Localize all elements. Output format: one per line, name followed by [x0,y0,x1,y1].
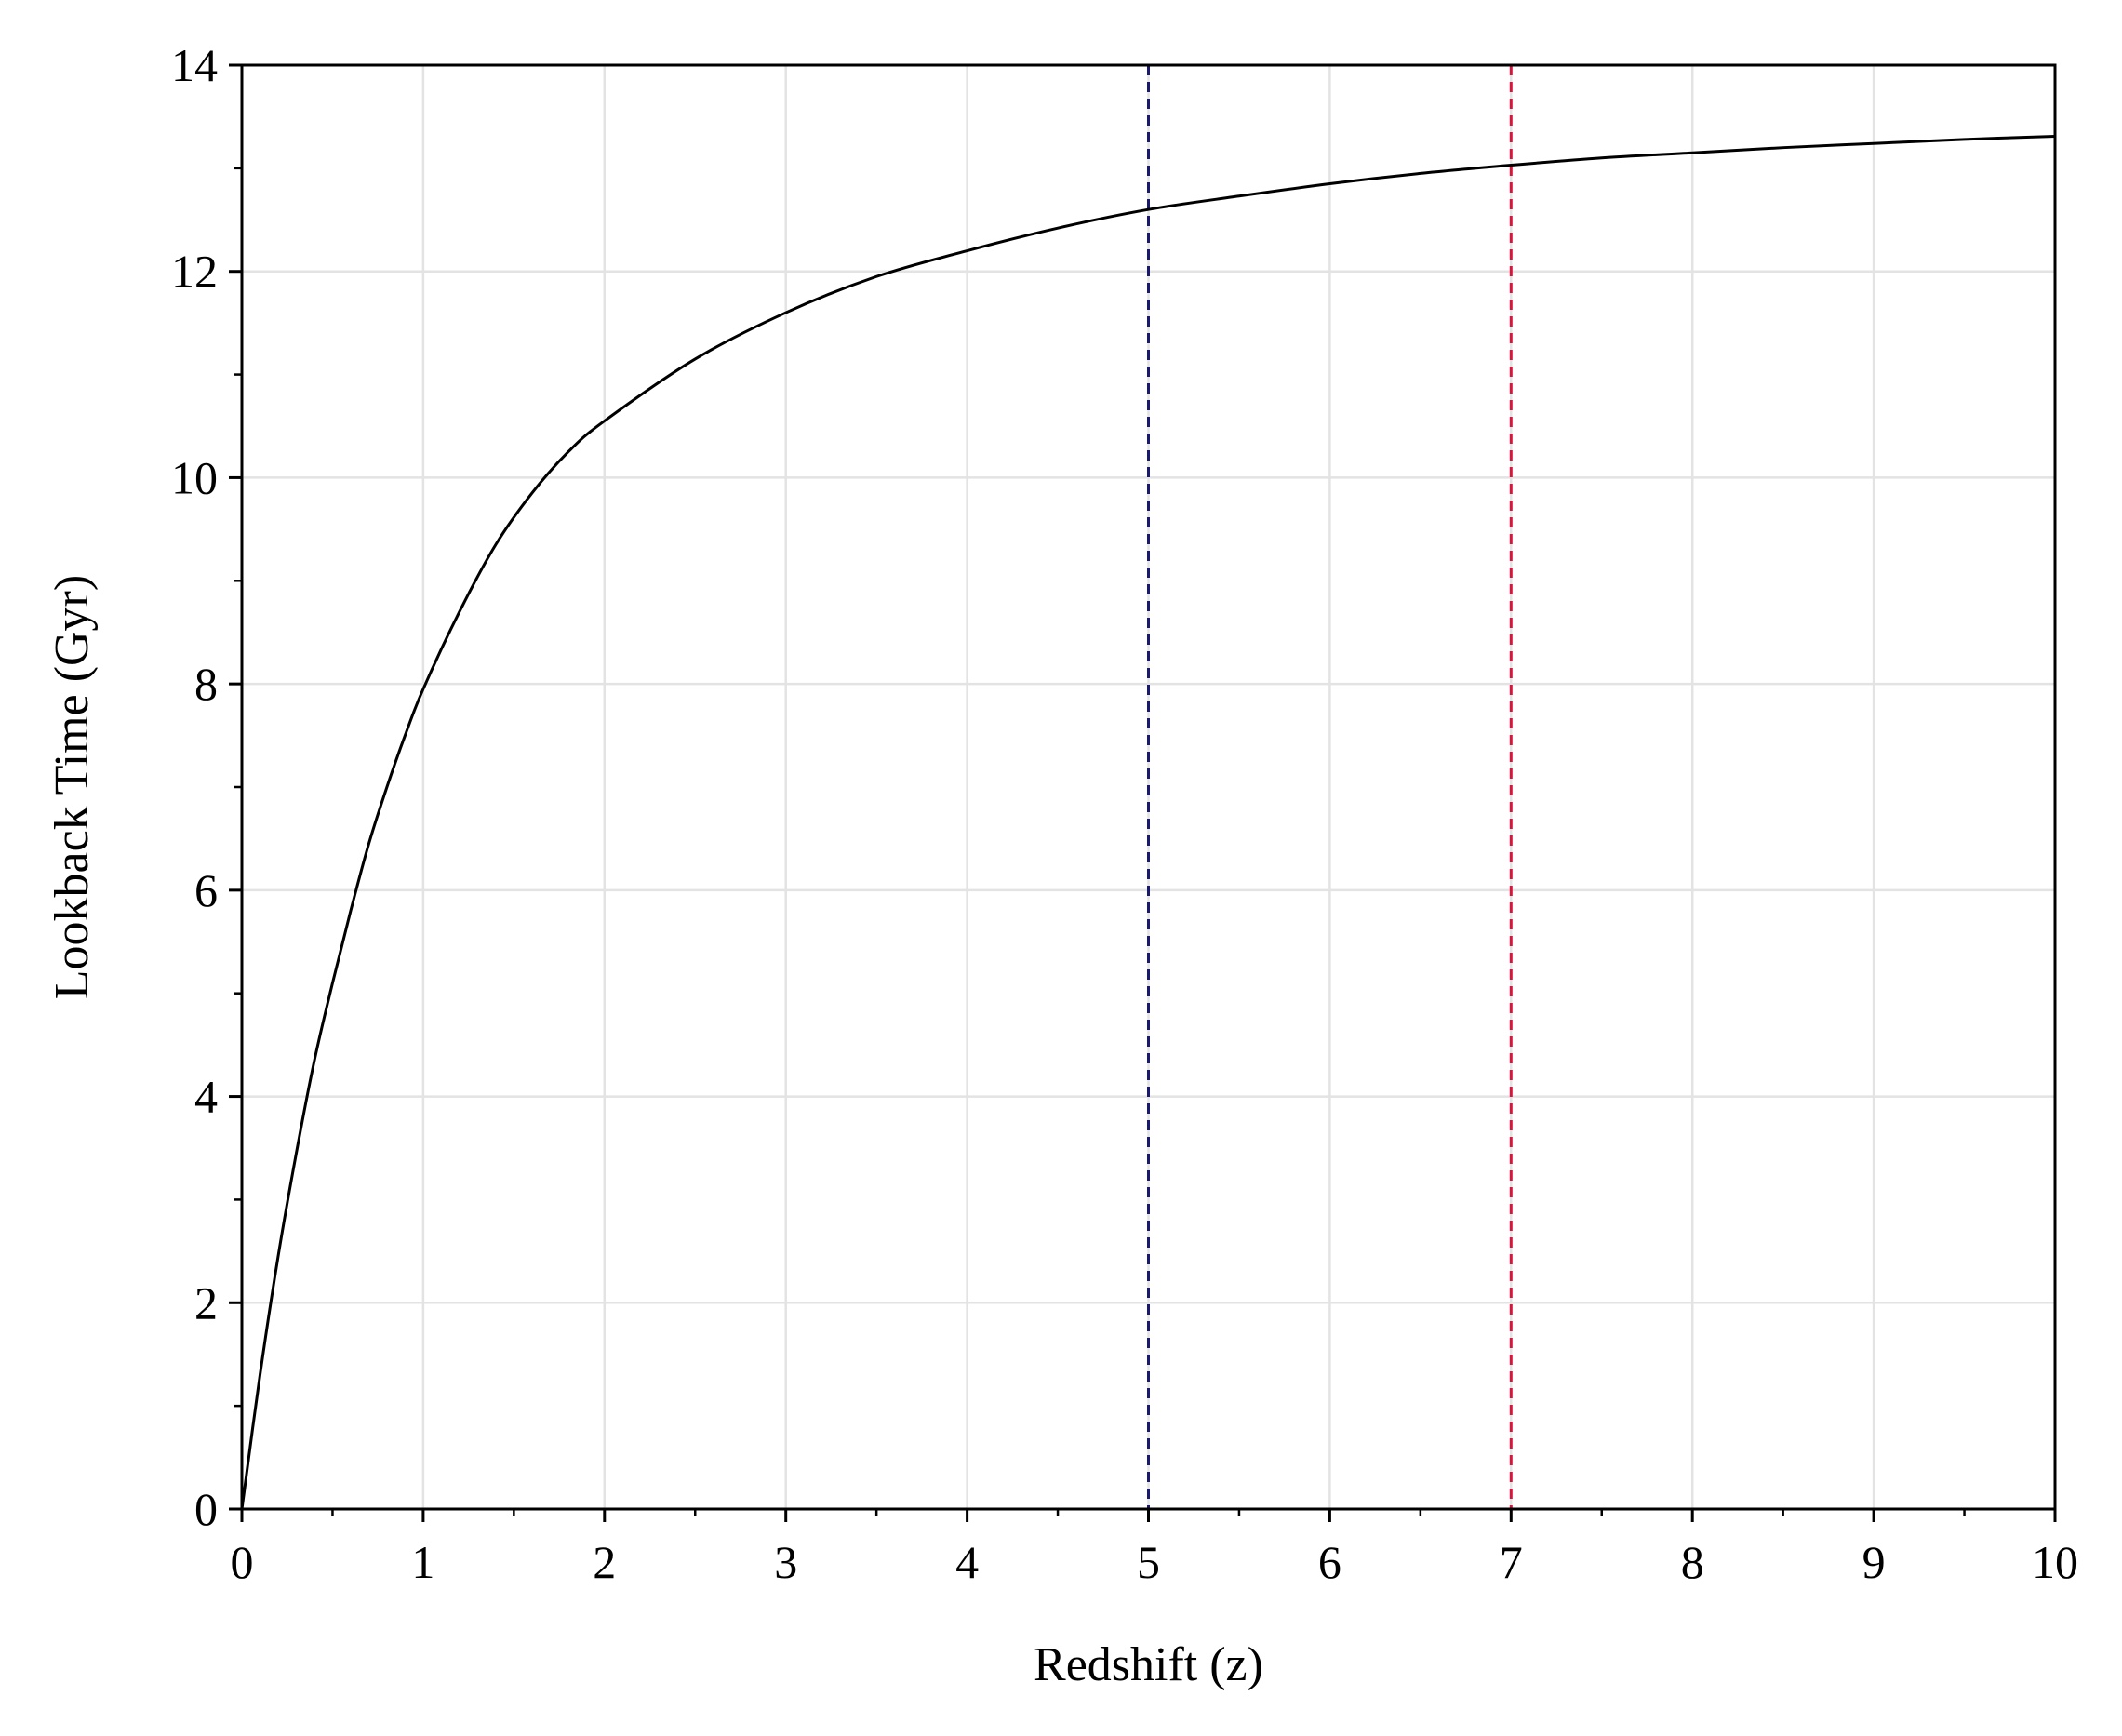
x-tick-label: 5 [1137,1536,1160,1588]
x-axis-ticks: 0 1 2 3 4 5 6 7 8 9 10 [231,1509,2078,1588]
lookback-time-curve [240,134,2056,1510]
y-tick-label: 12 [171,246,218,298]
x-tick-label: 9 [1862,1536,1886,1588]
x-axis-label: Redshift (z) [1034,1638,1263,1691]
y-tick-label: 8 [194,658,218,710]
x-tick-label: 6 [1318,1536,1341,1588]
y-axis-ticks: 0 2 4 6 8 10 12 14 [171,39,242,1535]
y-tick-label: 6 [194,864,218,916]
y-tick-label: 4 [194,1071,218,1123]
reference-lines [1147,65,1513,1509]
y-tick-label: 14 [171,39,218,91]
x-tick-label: 0 [231,1536,254,1588]
x-tick-label: 7 [1500,1536,1523,1588]
y-tick-label: 0 [194,1483,218,1535]
y-tick-label: 2 [194,1276,218,1329]
x-tick-label: 3 [774,1536,797,1588]
y-axis-label: Lookback Time (Gyr) [46,575,99,999]
y-tick-label: 10 [171,451,218,503]
x-tick-label: 10 [2032,1536,2078,1588]
x-tick-label: 2 [593,1536,616,1588]
x-tick-label: 4 [955,1536,979,1588]
x-tick-label: 1 [411,1536,434,1588]
x-tick-label: 8 [1681,1536,1704,1588]
series-layer [240,134,2056,1510]
